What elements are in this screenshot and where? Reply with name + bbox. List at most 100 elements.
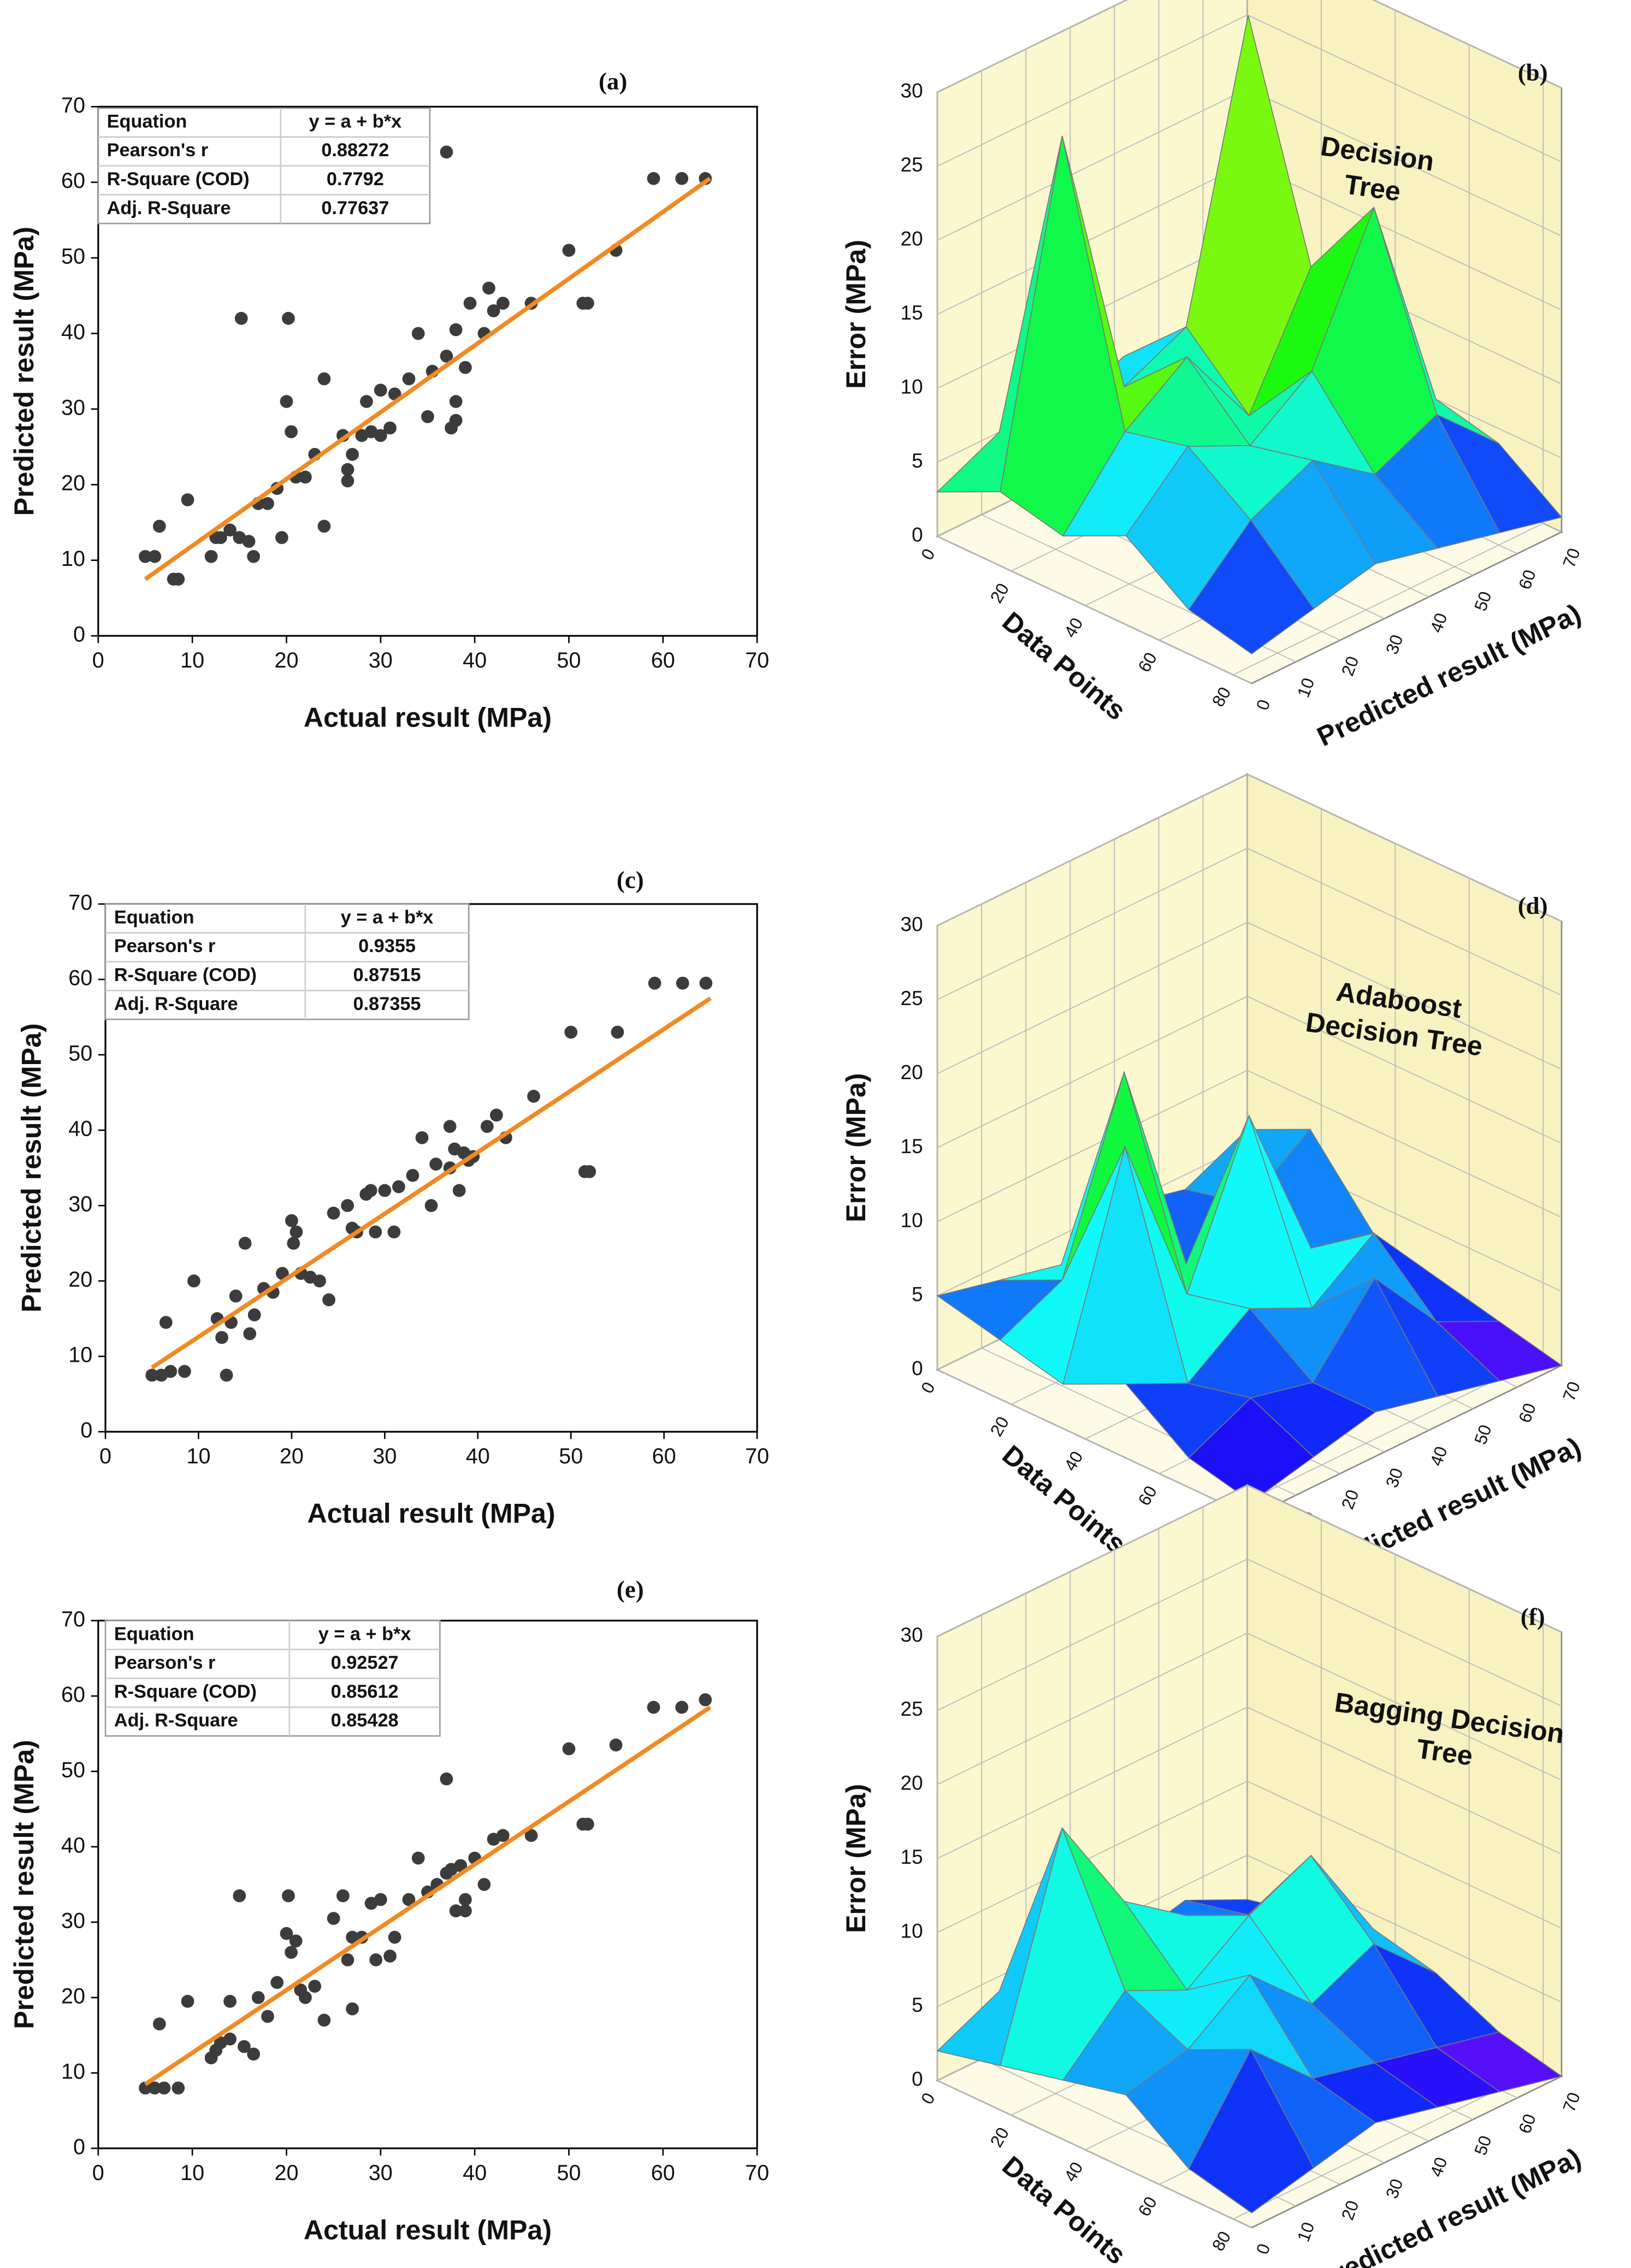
- point: [242, 535, 256, 548]
- panel-label: (e): [617, 1575, 644, 1603]
- y-tick-label: 60: [1515, 567, 1540, 592]
- point: [247, 550, 261, 563]
- point: [251, 1991, 265, 2004]
- point: [388, 1930, 401, 1944]
- z-tick-label: 5: [912, 1994, 923, 2016]
- point: [247, 1308, 261, 1322]
- y-tick-label: 0: [73, 2135, 85, 2159]
- grid-line: [1247, 1632, 1562, 1781]
- point: [285, 1214, 298, 1227]
- point: [424, 1199, 438, 1212]
- table-cell: Adj. R-Square: [107, 198, 231, 218]
- x-tick-label: 60: [1134, 649, 1161, 676]
- z-axis-label: Error (MPa): [841, 240, 871, 389]
- y-tick-label: 20: [1338, 2198, 1363, 2223]
- x-tick-label: 0: [917, 545, 939, 563]
- x-tick-label: 60: [1134, 1483, 1161, 1509]
- point: [247, 2047, 261, 2061]
- point: [346, 2002, 359, 2016]
- point: [308, 1980, 322, 1993]
- x-tick-label: 0: [917, 2089, 939, 2107]
- x-tick-label: 30: [373, 1444, 397, 1468]
- point: [459, 1904, 472, 1918]
- table-cell: 0.9355: [358, 936, 416, 956]
- y-tick-label: 30: [61, 1909, 85, 1933]
- point: [346, 1930, 359, 1944]
- point: [275, 1267, 289, 1280]
- point: [583, 1165, 596, 1178]
- point: [152, 519, 166, 533]
- table-cell: 0.87515: [353, 965, 421, 985]
- y-tick-label: 30: [1382, 632, 1407, 657]
- grid-line: [937, 0, 1128, 93]
- point: [374, 1893, 387, 1906]
- point: [562, 1742, 576, 1756]
- z-tick-label: 5: [912, 1283, 923, 1306]
- point: [647, 172, 660, 185]
- grid-line: [937, 1632, 1248, 1785]
- grid-line: [937, 1706, 1248, 1859]
- y-tick-label: 20: [61, 1984, 85, 2008]
- y-tick-label: 30: [1382, 2176, 1407, 2201]
- point: [233, 1889, 246, 1903]
- point: [215, 1331, 228, 1344]
- fit-line: [144, 176, 712, 581]
- point: [145, 1368, 159, 1382]
- x-tick-label: 0: [99, 1444, 111, 1468]
- point: [317, 519, 331, 533]
- point: [496, 297, 510, 310]
- y-tick-label: 10: [61, 2059, 85, 2083]
- point: [459, 361, 472, 374]
- grid-line: [1247, 14, 1562, 163]
- z-tick-label: 0: [912, 2068, 923, 2090]
- point: [440, 145, 453, 159]
- y-tick-label: 40: [1426, 2154, 1451, 2179]
- point: [421, 410, 434, 423]
- y-tick-label: 40: [61, 1833, 85, 1857]
- point: [675, 1700, 689, 1714]
- point: [454, 1859, 468, 1873]
- grid-line: [937, 1780, 1248, 1933]
- y-tick-label: 20: [1338, 1487, 1363, 1511]
- table-cell: y = a + b*x: [318, 1623, 411, 1644]
- point: [178, 1365, 191, 1378]
- point: [238, 2040, 251, 2053]
- x-tick-label: 40: [463, 648, 487, 672]
- y-axis-label: Predicted result (MPa): [16, 1023, 46, 1312]
- grid-line: [1247, 848, 1562, 996]
- point: [383, 421, 397, 435]
- x-tick-label: 20: [280, 1444, 304, 1468]
- point: [289, 1225, 303, 1239]
- x-tick-label: 10: [180, 2161, 204, 2185]
- point: [609, 1738, 623, 1752]
- point: [443, 1120, 457, 1133]
- point: [562, 244, 576, 257]
- point: [280, 395, 293, 408]
- y-tick-label: 60: [1515, 2111, 1540, 2136]
- point: [487, 304, 500, 317]
- x-tick-label: 30: [369, 648, 393, 672]
- table-cell: 0.88272: [321, 140, 389, 161]
- point: [139, 550, 152, 563]
- point: [449, 1904, 463, 1918]
- point: [270, 1976, 284, 1989]
- grid-line: [937, 1369, 1252, 1517]
- fit-line: [151, 996, 712, 1370]
- y-tick-label: 10: [1293, 2219, 1318, 2244]
- y-tick-label: 10: [68, 1343, 92, 1367]
- point: [440, 1772, 453, 1786]
- point: [223, 523, 237, 537]
- point: [172, 572, 185, 586]
- surface-patch: [1188, 519, 1315, 654]
- x-tick-label: 20: [986, 2124, 1013, 2151]
- point: [164, 1365, 178, 1378]
- x-tick-label: 0: [92, 648, 104, 672]
- grid-line: [937, 922, 1248, 1074]
- point: [322, 1293, 335, 1307]
- z-tick-label: 0: [912, 1357, 923, 1379]
- x-tick-label: 70: [745, 2161, 769, 2185]
- point: [282, 311, 295, 325]
- x-tick-label: 30: [369, 2161, 393, 2185]
- x-tick-label: 80: [1208, 2228, 1235, 2254]
